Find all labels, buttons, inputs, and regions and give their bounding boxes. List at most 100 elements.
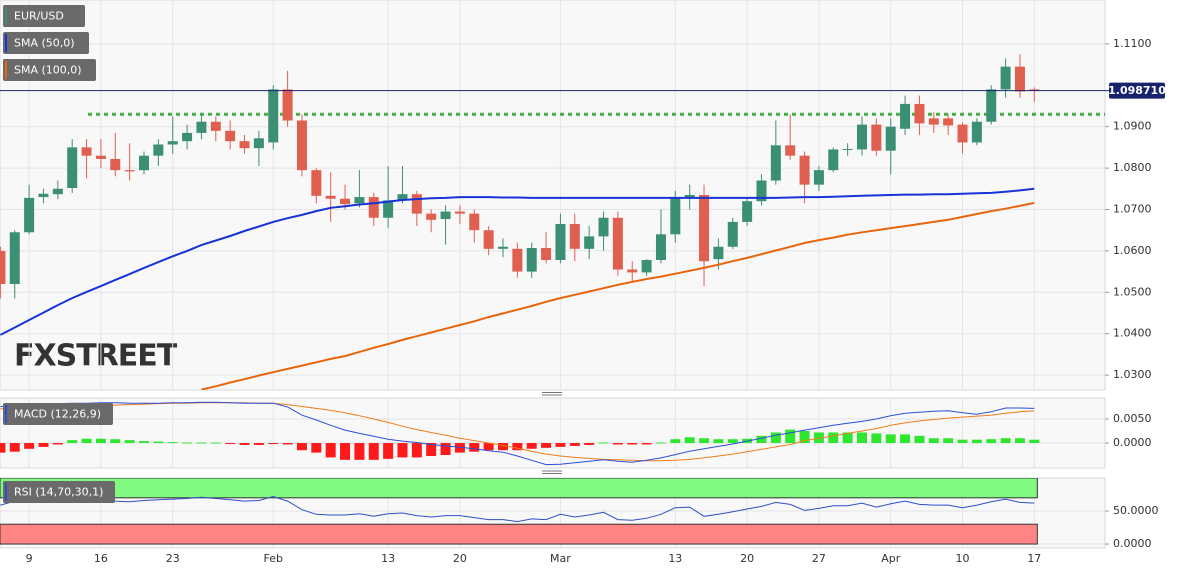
plot-macd xyxy=(0,401,1040,466)
histogram-bar xyxy=(541,443,552,448)
candle-body xyxy=(1000,66,1011,90)
x-tick-label: 9 xyxy=(26,552,33,565)
histogram-bar xyxy=(670,439,681,444)
legend-box[interactable] xyxy=(3,481,115,503)
y-tick-label: 1.1100 xyxy=(1113,37,1152,50)
candle-body xyxy=(569,223,580,249)
panel-handle[interactable] xyxy=(542,392,562,396)
histogram-bar xyxy=(1029,439,1040,444)
legend-box[interactable] xyxy=(3,59,96,81)
candle-body xyxy=(555,223,566,260)
histogram-bar xyxy=(239,443,250,445)
histogram-bar xyxy=(311,443,322,453)
last-price-label: 1.098710 xyxy=(1108,84,1166,97)
candle-body xyxy=(426,213,437,220)
candle-body xyxy=(483,230,494,249)
candle-body xyxy=(311,170,322,196)
histogram-bar xyxy=(957,439,968,444)
histogram-bar xyxy=(627,443,638,445)
histogram-bar xyxy=(426,443,437,456)
histogram-bar xyxy=(986,439,997,444)
histogram-bar xyxy=(110,439,121,444)
legend-swatch xyxy=(5,405,7,423)
histogram-bar xyxy=(598,442,609,444)
candle-body xyxy=(770,145,781,181)
candle-body xyxy=(282,89,293,121)
y-tick-label: 0.0050 xyxy=(1113,412,1152,425)
candle-body xyxy=(124,170,135,172)
candle-body xyxy=(182,132,193,142)
candle-body xyxy=(957,124,968,143)
candle-body xyxy=(900,103,911,129)
candle-body xyxy=(756,180,767,202)
y-tick-label: 1.0600 xyxy=(1113,244,1152,257)
histogram-bar xyxy=(828,432,839,444)
histogram-bar xyxy=(914,435,925,444)
x-tick-label: Mar xyxy=(550,552,571,565)
x-tick-label: 23 xyxy=(166,552,180,565)
y-tick-label: 0.0000 xyxy=(1113,537,1152,550)
candle-body xyxy=(584,236,595,249)
histogram-bar xyxy=(124,440,135,444)
histogram-bar xyxy=(296,443,307,451)
line xyxy=(0,187,1035,336)
candle-body xyxy=(699,195,710,262)
histogram-bar xyxy=(81,438,92,444)
candle-body xyxy=(727,221,738,247)
legend-label: EUR/USD xyxy=(14,10,64,23)
histogram-bar xyxy=(799,431,810,444)
histogram-bar xyxy=(756,435,767,444)
histogram-bar xyxy=(871,433,882,444)
candle-body xyxy=(67,147,78,188)
legend-box[interactable] xyxy=(3,403,113,425)
candle-body xyxy=(225,130,236,142)
legend-box[interactable] xyxy=(3,32,89,54)
histogram-bar xyxy=(770,432,781,444)
legend-label: SMA (50,0) xyxy=(14,37,75,50)
histogram-bar xyxy=(555,443,566,447)
histogram-bar xyxy=(483,443,494,451)
candle-body xyxy=(397,194,408,201)
histogram-bar xyxy=(354,443,365,460)
candle-body xyxy=(469,213,480,231)
x-tick-label: 20 xyxy=(740,552,754,565)
watermark: FXSTREET xyxy=(14,339,178,374)
histogram-bar xyxy=(196,442,207,444)
x-tick-label: 16 xyxy=(94,552,108,565)
candle-body xyxy=(38,193,49,198)
candle-body xyxy=(24,197,35,233)
histogram-bar xyxy=(440,443,451,456)
rsi-band xyxy=(0,523,1038,545)
candle-body xyxy=(785,145,796,156)
histogram-bar xyxy=(469,443,480,452)
candle-body xyxy=(713,246,724,260)
histogram-bar xyxy=(67,440,78,444)
histogram-bar xyxy=(584,443,595,445)
legend-swatch xyxy=(5,34,7,52)
legend-box[interactable] xyxy=(3,5,85,27)
candle-body xyxy=(440,211,451,220)
plot-rsi xyxy=(0,478,1038,545)
panel-handle[interactable] xyxy=(542,470,562,474)
histogram-bar xyxy=(699,438,710,444)
candle-body xyxy=(1014,66,1025,92)
candle-body xyxy=(368,197,379,218)
histogram-bar xyxy=(842,432,853,444)
candle-body xyxy=(454,211,465,214)
candle-body xyxy=(971,121,982,143)
candle-body xyxy=(383,200,394,218)
candle-body xyxy=(354,197,365,204)
histogram-bar xyxy=(340,443,351,460)
x-tick-label: 10 xyxy=(956,552,970,565)
histogram-bar xyxy=(225,443,236,445)
line xyxy=(201,201,1035,390)
x-tick-label: Feb xyxy=(263,552,282,565)
histogram-bar xyxy=(24,443,35,449)
candle-body xyxy=(742,201,753,222)
histogram-bar xyxy=(727,439,738,444)
x-tick-label: 17 xyxy=(1027,552,1041,565)
y-tick-label: 1.0900 xyxy=(1113,120,1152,133)
histogram-bar xyxy=(0,443,6,453)
